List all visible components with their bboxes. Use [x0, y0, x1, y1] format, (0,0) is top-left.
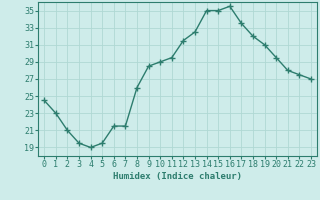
X-axis label: Humidex (Indice chaleur): Humidex (Indice chaleur): [113, 172, 242, 181]
